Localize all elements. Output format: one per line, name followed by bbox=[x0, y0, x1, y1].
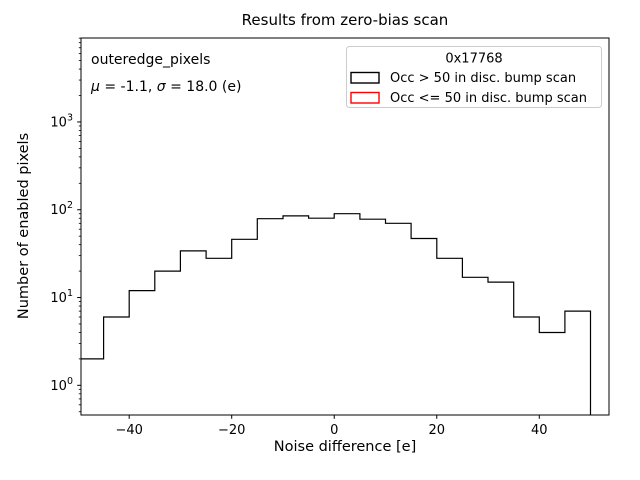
y-tick-label: 102 bbox=[50, 200, 73, 218]
legend-title: 0x17768 bbox=[445, 52, 502, 67]
legend-entry-occ-gt-50-label: Occ > 50 in disc. bump scan bbox=[390, 71, 576, 86]
legend-patch-occ-lte-50 bbox=[350, 91, 380, 104]
y-axis-label: Number of enabled pixels bbox=[16, 133, 32, 319]
y-tick-label: 100 bbox=[50, 376, 73, 394]
histogram-step-series-0 bbox=[81, 213, 592, 415]
legend-entry-occ-lte-50-label: Occ <= 50 in disc. bump scan bbox=[390, 91, 587, 106]
x-tick-label: −40 bbox=[115, 423, 142, 438]
legend-frame bbox=[346, 46, 602, 108]
legend-patch-occ-gt-50 bbox=[350, 71, 380, 84]
x-tick-label: 0 bbox=[330, 423, 338, 438]
chart-title: Results from zero-bias scan bbox=[242, 11, 449, 29]
y-tick-label: 103 bbox=[50, 112, 73, 130]
x-tick-label: 20 bbox=[428, 423, 445, 438]
annotation-dataset-label: outeredge_pixels bbox=[91, 52, 210, 68]
x-tick-label: −20 bbox=[218, 423, 245, 438]
annotation-stats-label: μ = -1.1, σ = 18.0 (e) bbox=[90, 79, 241, 95]
x-axis-label: Noise difference [e] bbox=[274, 439, 416, 455]
y-tick-label: 101 bbox=[50, 288, 73, 306]
x-tick-label: 40 bbox=[531, 423, 548, 438]
plot-border bbox=[80, 37, 610, 416]
